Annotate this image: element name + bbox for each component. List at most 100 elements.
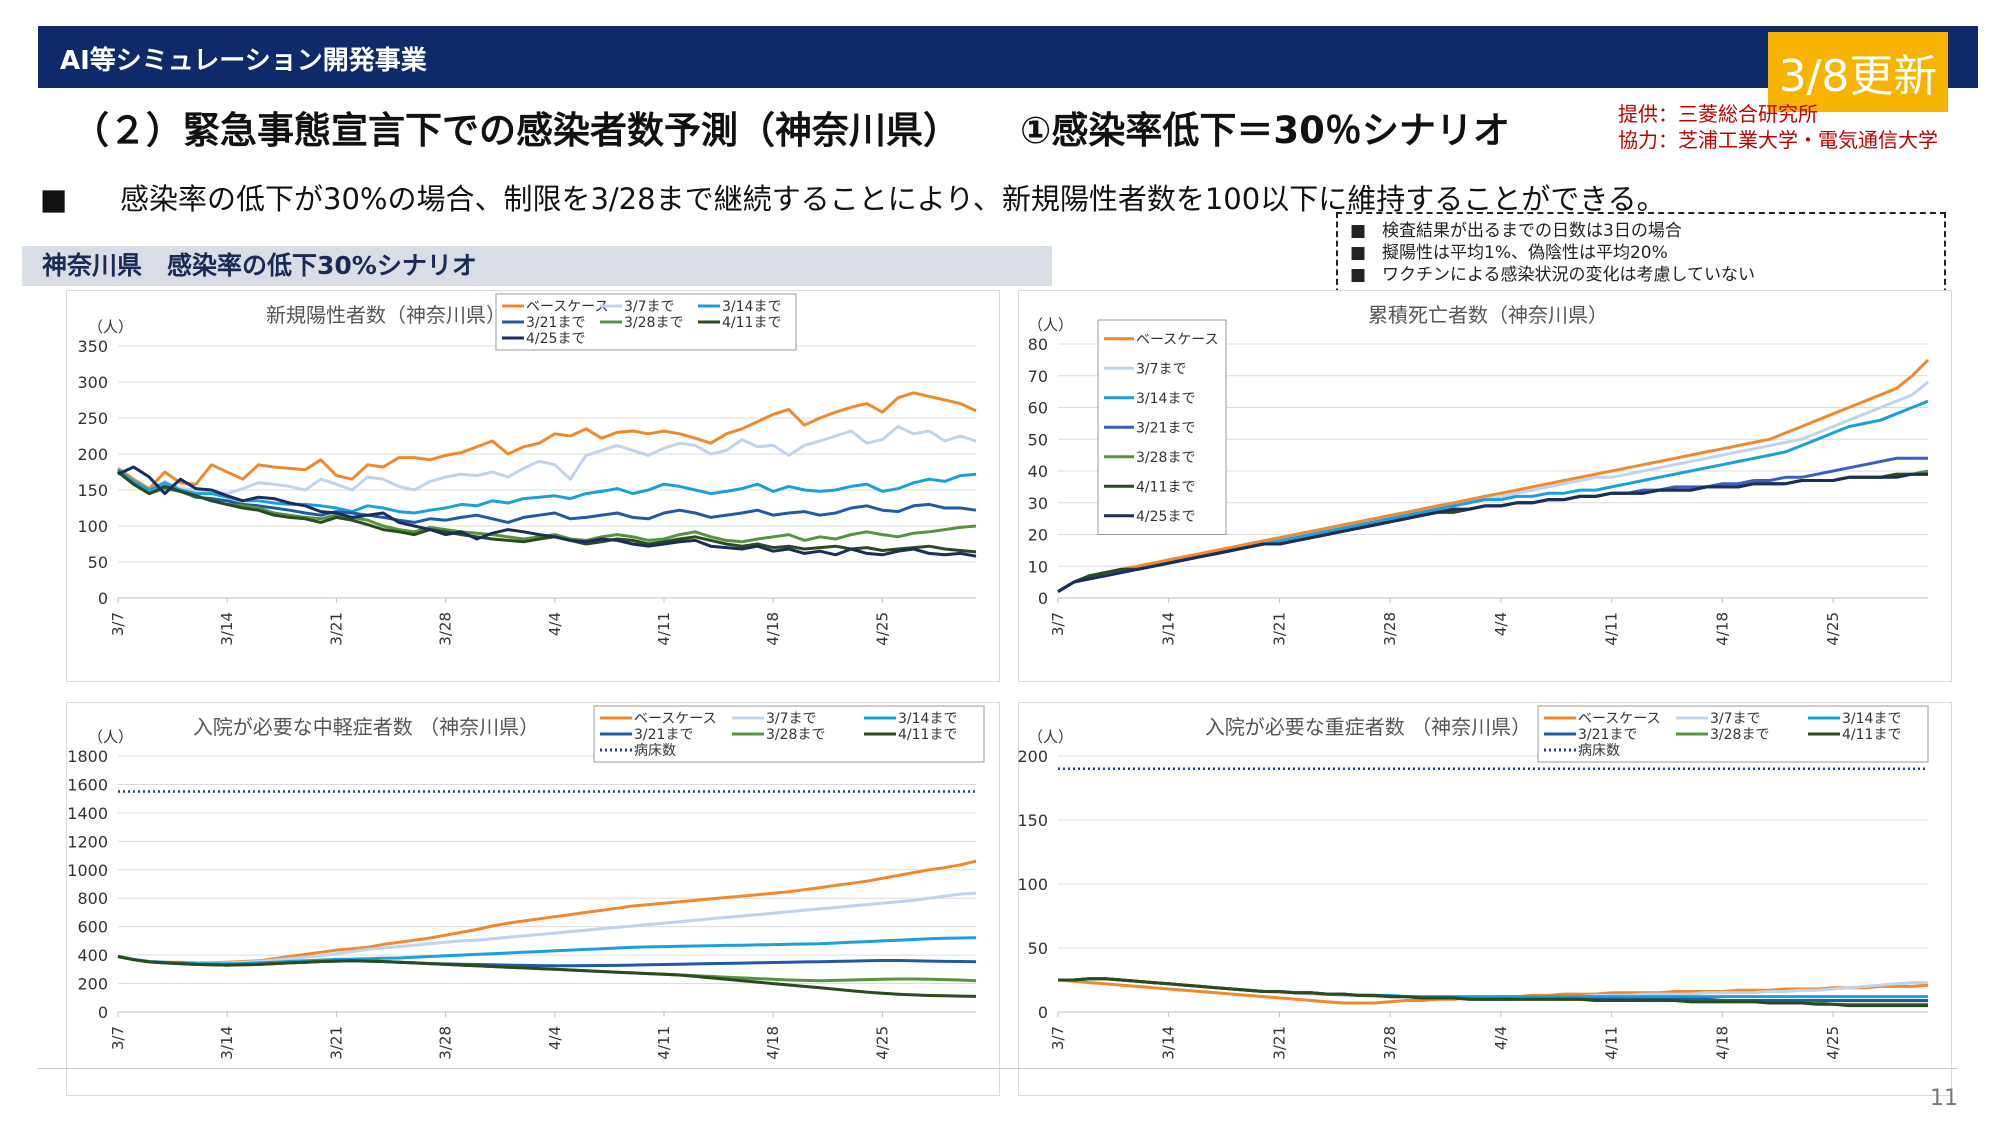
legend-label: 3/28まで bbox=[1136, 450, 1195, 466]
series-line-5 bbox=[117, 470, 977, 554]
y-tick-label: 50 bbox=[1028, 430, 1048, 449]
x-tick-label: 4/11 bbox=[1603, 612, 1621, 646]
legend-label: 3/14まで bbox=[1136, 391, 1195, 407]
series-line-6 bbox=[117, 465, 977, 558]
y-tick-label: 1600 bbox=[67, 775, 108, 794]
y-tick-label: 600 bbox=[77, 918, 108, 937]
x-tick-label: 3/14 bbox=[218, 612, 236, 646]
y-tick-label: 70 bbox=[1028, 367, 1048, 386]
y-axis-unit: （人） bbox=[1028, 728, 1073, 746]
x-tick-label: 4/11 bbox=[1603, 1026, 1621, 1060]
series-line-0 bbox=[117, 391, 977, 491]
chart-cumulative-deaths: 0 10 20 30 40 50 60 70 80（人） 3/7 3/14 3/21 3/28 4/4 4/… bbox=[1018, 290, 1952, 682]
y-tick-label: 300 bbox=[77, 373, 108, 392]
legend-label: 3/28まで bbox=[766, 727, 825, 743]
y-axis-unit: （人） bbox=[1028, 316, 1073, 334]
footer-divider bbox=[38, 1068, 1958, 1069]
x-tick-label: 4/18 bbox=[764, 1026, 782, 1060]
x-tick-label: 4/18 bbox=[764, 612, 782, 646]
chart-title: 入院が必要な重症者数 （神奈川県） bbox=[1205, 715, 1531, 739]
series-line-0 bbox=[1057, 358, 1930, 593]
series-line-5 bbox=[1058, 977, 1928, 1008]
summary-bullet: ■ 感染率の低下が30%の場合、制限を3/28まで継続することにより、新規陽性者数… bbox=[40, 176, 1666, 218]
note-item: ■ 検査結果が出るまでの日数は3日の場合 bbox=[1350, 221, 1682, 241]
legend-label: ベースケース bbox=[634, 711, 717, 727]
header-title: AI等シミュレーション開発事業 bbox=[60, 46, 427, 76]
x-tick-label: 4/4 bbox=[546, 1026, 564, 1050]
summary-text: 感染率の低下が30%の場合、制限を3/28まで継続することにより、新規陽性者数を… bbox=[120, 182, 1666, 216]
y-tick-label: 30 bbox=[1028, 494, 1048, 513]
x-tick-label: 3/28 bbox=[1381, 1026, 1399, 1060]
legend-label: 3/28まで bbox=[1710, 727, 1769, 743]
legend-label: 4/25まで bbox=[1136, 509, 1195, 525]
y-tick-label: 100 bbox=[1018, 875, 1048, 894]
page-title: （２）緊急事態宣言下での感染者数予測（神奈川県） bbox=[72, 109, 960, 152]
y-tick-label: 200 bbox=[77, 975, 108, 994]
series-line-1 bbox=[117, 425, 977, 496]
x-tick-label: 4/4 bbox=[1492, 1026, 1510, 1050]
legend-label: 3/7まで bbox=[624, 299, 675, 315]
legend-label: ベースケース bbox=[1136, 332, 1219, 348]
x-tick-label: 3/28 bbox=[1381, 612, 1399, 646]
legend-label: 3/7まで bbox=[766, 711, 817, 727]
legend-box bbox=[593, 705, 985, 763]
y-axis-unit: （人） bbox=[88, 318, 133, 336]
chart-title: 入院が必要な中軽症者数 （神奈川県） bbox=[193, 715, 539, 739]
legend-label: 4/11まで bbox=[722, 315, 781, 331]
y-tick-label: 150 bbox=[1018, 811, 1048, 830]
x-tick-label: 3/7 bbox=[109, 612, 127, 636]
y-tick-label: 50 bbox=[88, 553, 108, 572]
y-tick-label: 250 bbox=[77, 409, 108, 428]
section-label: 神奈川県 感染率の低下30%シナリオ bbox=[22, 246, 1052, 286]
legend-label: ベースケース bbox=[1578, 711, 1661, 727]
legend-label: 4/25まで bbox=[526, 331, 585, 347]
series-line-3 bbox=[117, 470, 977, 524]
x-tick-label: 3/7 bbox=[1049, 1026, 1067, 1050]
chart-title: 新規陽性者数（神奈川県） bbox=[266, 303, 506, 327]
x-tick-label: 4/11 bbox=[655, 612, 673, 646]
y-tick-label: 0 bbox=[1038, 589, 1048, 608]
series-line-2 bbox=[117, 468, 977, 515]
y-tick-label: 1000 bbox=[67, 861, 108, 880]
legend-label: 3/28まで bbox=[624, 315, 683, 331]
note-item: ■ ワクチンによる感染状況の変化は考慮していない bbox=[1350, 265, 1755, 285]
y-tick-label: 1200 bbox=[67, 832, 108, 851]
x-tick-label: 4/25 bbox=[873, 612, 891, 646]
y-axis-unit: （人） bbox=[88, 728, 133, 746]
y-tick-label: 10 bbox=[1028, 557, 1048, 576]
y-tick-label: 350 bbox=[77, 337, 108, 356]
x-tick-label: 4/25 bbox=[1824, 612, 1842, 646]
chart-title: 累積死亡者数（神奈川県） bbox=[1368, 303, 1608, 327]
x-tick-label: 3/21 bbox=[1270, 612, 1288, 646]
x-tick-label: 3/14 bbox=[1160, 612, 1178, 646]
x-tick-label: 3/21 bbox=[327, 612, 345, 646]
legend-box bbox=[495, 293, 797, 351]
x-tick-label: 3/21 bbox=[1270, 1026, 1288, 1060]
legend-label: 3/21まで bbox=[526, 315, 585, 331]
legend-label: 3/14まで bbox=[1842, 711, 1901, 727]
y-tick-label: 60 bbox=[1028, 399, 1048, 418]
series-line-1 bbox=[117, 891, 977, 966]
y-tick-label: 1400 bbox=[67, 804, 108, 823]
bullet-square-icon: ■ bbox=[40, 182, 68, 216]
credit-provider: 提供：三菱総合研究所 bbox=[1618, 102, 1818, 126]
legend-label: 3/21まで bbox=[634, 727, 693, 743]
x-tick-label: 4/25 bbox=[873, 1026, 891, 1060]
page-number: 11 bbox=[1930, 1086, 1958, 1111]
y-tick-label: 0 bbox=[1038, 1003, 1048, 1022]
y-tick-label: 0 bbox=[98, 589, 108, 608]
header-bar: AI等シミュレーション開発事業 3/8更新 bbox=[38, 26, 1978, 112]
update-badge: 3/8更新 bbox=[1768, 32, 1948, 112]
bullet-square-icon: ■ bbox=[1350, 265, 1367, 285]
legend-label: 病床数 bbox=[1578, 743, 1620, 759]
x-tick-label: 4/18 bbox=[1713, 1026, 1731, 1060]
chart-new-positives: 0 50 100 150 200 250 300 350（人） 3/7 3/14 3/21 3/28 4… bbox=[66, 290, 1000, 682]
x-tick-label: 3/14 bbox=[1160, 1026, 1178, 1060]
y-tick-label: 50 bbox=[1028, 939, 1048, 958]
x-tick-label: 4/4 bbox=[546, 612, 564, 636]
legend-label: 3/7まで bbox=[1136, 361, 1187, 377]
x-tick-label: 3/28 bbox=[437, 1026, 455, 1060]
legend-label: 3/21まで bbox=[1136, 420, 1195, 436]
note-item: ■ 擬陽性は平均1%、偽陰性は平均20% bbox=[1350, 243, 1668, 263]
x-tick-label: 4/4 bbox=[1492, 612, 1510, 636]
